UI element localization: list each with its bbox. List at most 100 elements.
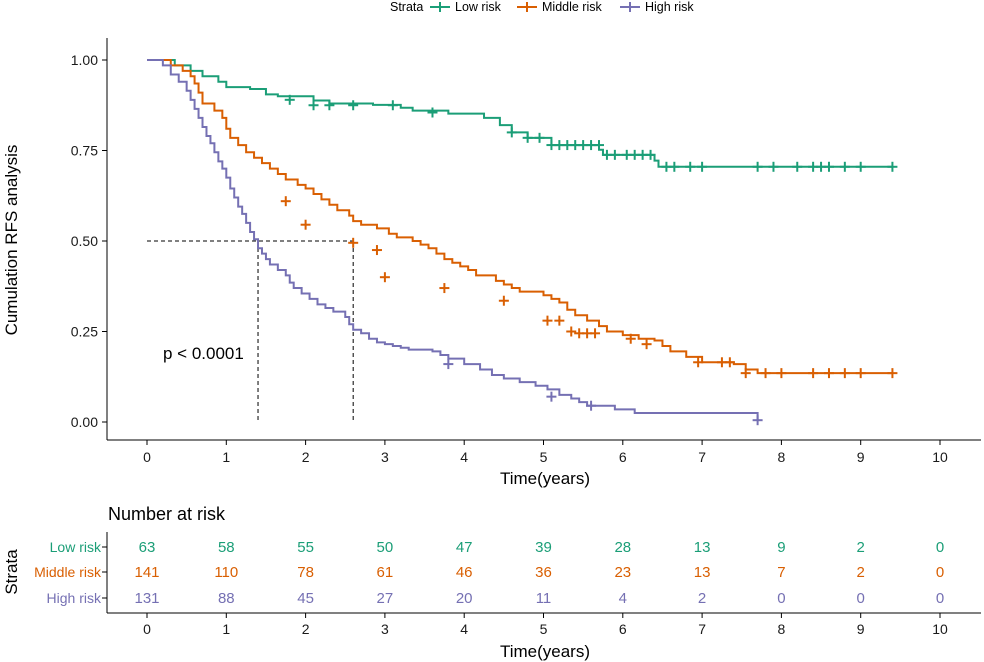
low-risk-censor-mark (752, 161, 763, 172)
middle-risk-censor-mark (740, 368, 751, 379)
x-tick-label: 3 (381, 449, 389, 465)
risk-count: 2 (857, 564, 865, 581)
high-risk-censor-mark (752, 415, 763, 426)
middle-risk-censor-mark (693, 357, 704, 368)
risk-count: 0 (936, 564, 944, 581)
risk-count: 61 (377, 564, 394, 581)
risk-count: 13 (694, 539, 711, 556)
low-risk-censor-mark (534, 132, 545, 143)
x-tick-label: 1 (222, 449, 230, 465)
risk-count: 28 (614, 539, 631, 556)
middle-risk-censor-mark (566, 326, 577, 337)
low-risk-censor-mark (697, 161, 708, 172)
y-tick-label: 0.25 (71, 324, 98, 340)
middle-risk-curve (147, 59, 893, 375)
x-tick-label: 6 (619, 449, 627, 465)
risk-count: 50 (377, 539, 394, 556)
risk-count: 0 (857, 590, 865, 607)
risk-row-high-risk: High risk 131 88 45 27 20 11 4 2 0 0 0 (47, 590, 945, 607)
y-tick-label: 0.50 (71, 233, 98, 249)
x-tick-label: 6 (619, 621, 627, 637)
high-risk-censor-mark (546, 391, 557, 402)
low-risk-censor-mark (645, 149, 656, 160)
risk-count: 45 (297, 590, 314, 607)
risk-count: 88 (218, 590, 235, 607)
low-risk-censor-mark (855, 161, 866, 172)
risk-count: 46 (456, 564, 473, 581)
low-risk-censor-mark (823, 161, 834, 172)
x-tick-label: 4 (460, 449, 468, 465)
p-value: p < 0.0001 (163, 344, 244, 363)
risk-count: 9 (777, 539, 785, 556)
risk-count: 63 (139, 539, 156, 556)
risk-count: 23 (614, 564, 631, 581)
low-risk-censor-mark (839, 161, 850, 172)
y-tick-label: 0.00 (71, 414, 98, 430)
risk-x-axis-title: Time(years) (500, 642, 590, 661)
legend-item-high-risk: High risk (620, 0, 694, 14)
risk-count: 0 (936, 590, 944, 607)
x-tick-label: 8 (778, 449, 786, 465)
legend-item-middle-risk: Middle risk (517, 0, 602, 14)
middle-risk-censor-mark (554, 315, 565, 326)
x-tick-label: 7 (698, 621, 706, 637)
risk-count: 47 (456, 539, 473, 556)
risk-count: 0 (936, 539, 944, 556)
risk-count: 20 (456, 590, 473, 607)
middle-risk-censor-mark (808, 368, 819, 379)
low-risk-censor-mark (685, 161, 696, 172)
middle-risk-censor-mark (839, 368, 850, 379)
x-tick-label: 9 (857, 449, 865, 465)
plot-area: 0.00 0.25 0.50 0.75 1.00 0 1 2 3 4 5 6 7 8 9 10 p < 0.… (2, 38, 981, 488)
middle-risk-censor-mark (760, 368, 771, 379)
risk-row-label: Middle risk (34, 564, 102, 580)
middle-risk-censor-mark (855, 368, 866, 379)
legend-label: Middle risk (542, 0, 602, 14)
risk-count: 7 (777, 564, 785, 581)
low-risk-censor-mark (308, 100, 319, 111)
risk-row-label: Low risk (50, 539, 102, 555)
y-tick-label: 1.00 (71, 52, 98, 68)
x-tick-label: 10 (932, 621, 948, 637)
risk-count: 78 (297, 564, 314, 581)
middle-risk-censor-mark (590, 328, 601, 339)
legend-label: High risk (645, 0, 694, 14)
risk-row-low-risk: Low risk 63 58 55 50 47 39 28 13 9 2 0 (50, 539, 945, 556)
x-tick-label: 0 (143, 449, 151, 465)
low-risk-censor-mark (387, 100, 398, 111)
legend-item-low-risk: Low risk (430, 0, 502, 14)
low-risk-censor-mark (522, 132, 533, 143)
x-tick-label: 10 (932, 449, 948, 465)
low-risk-censor-mark (284, 94, 295, 105)
middle-risk-censor-mark (300, 219, 311, 230)
high-risk-curve (147, 59, 759, 421)
risk-count: 141 (134, 564, 159, 581)
legend-label: Low risk (455, 0, 502, 14)
middle-risk-censor-mark (724, 357, 735, 368)
legend: Strata Low risk Middle risk High risk (390, 0, 694, 14)
risk-count: 58 (218, 539, 235, 556)
middle-risk-censor-mark (823, 368, 834, 379)
high-risk-censor-mark (443, 359, 454, 370)
middle-risk-censor-mark (498, 295, 509, 306)
middle-risk-censor-mark (280, 196, 291, 207)
middle-risk-censor-mark (348, 237, 359, 248)
risk-count: 0 (777, 590, 785, 607)
middle-risk-censor-mark (439, 283, 450, 294)
middle-risk-censor-mark (776, 368, 787, 379)
risk-count: 131 (134, 590, 159, 607)
middle-risk-censor-mark (641, 339, 652, 350)
x-tick-label: 4 (460, 621, 468, 637)
x-tick-label: 5 (540, 449, 548, 465)
x-tick-label: 2 (302, 449, 310, 465)
low-risk-censor-mark (609, 149, 620, 160)
risk-row-label: High risk (47, 590, 102, 606)
risk-count: 2 (698, 590, 706, 607)
low-risk-censor-mark (669, 161, 680, 172)
risk-table: Number at risk Low risk 63 58 55 50 47 39 28 13 9… (2, 504, 981, 661)
risk-count: 4 (619, 590, 627, 607)
middle-risk-censor-mark (887, 368, 898, 379)
risk-row-middle-risk: Middle risk 141 110 78 61 46 36 23 13 7 2 0 (34, 564, 944, 581)
x-tick-label: 9 (857, 621, 865, 637)
risk-count: 36 (535, 564, 552, 581)
